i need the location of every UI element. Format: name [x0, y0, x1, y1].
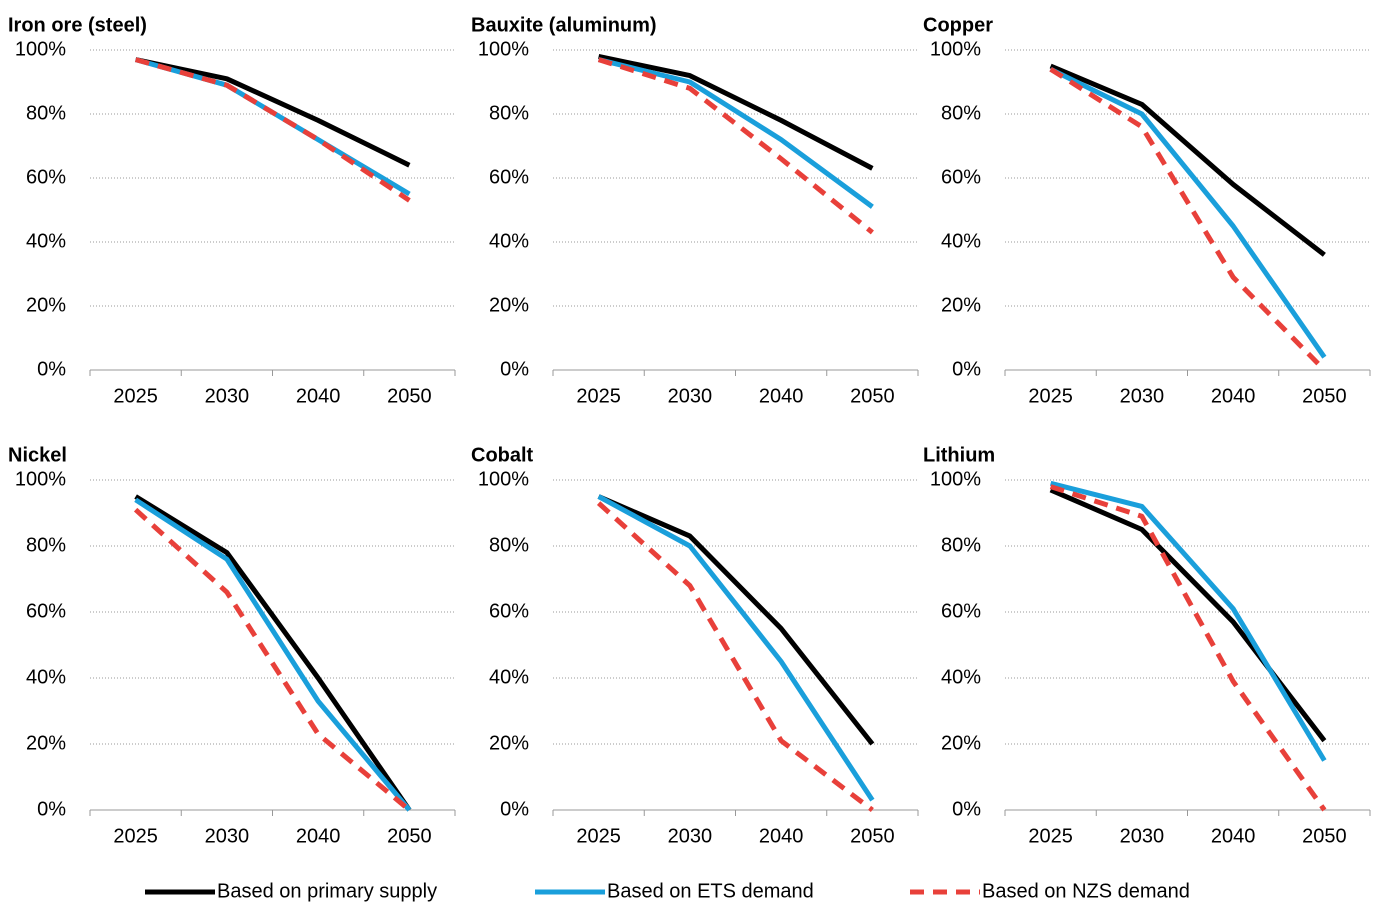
y-tick-label: 60% [489, 166, 529, 188]
legend-label: Based on NZS demand [982, 880, 1190, 902]
x-tick-label: 2030 [205, 385, 250, 407]
x-tick-label: 2050 [1302, 825, 1347, 847]
series-line [597, 57, 874, 235]
chart-title: Nickel [8, 444, 67, 466]
y-tick-label: 20% [489, 294, 529, 316]
legend-label: Based on ETS demand [607, 880, 814, 902]
y-tick-label: 20% [489, 732, 529, 754]
chart-title: Copper [923, 14, 993, 36]
y-tick-label: 0% [500, 358, 529, 380]
x-tick-label: 2040 [1211, 385, 1256, 407]
x-tick-label: 2050 [387, 825, 432, 847]
chart-title: Cobalt [471, 444, 534, 466]
chart-title: Lithium [923, 444, 995, 466]
y-tick-label: 80% [26, 102, 66, 124]
x-tick-label: 2025 [1028, 825, 1073, 847]
x-tick-label: 2025 [1028, 385, 1073, 407]
series-line [598, 53, 874, 171]
y-tick-label: 60% [26, 600, 66, 622]
x-tick-label: 2030 [1120, 825, 1165, 847]
y-tick-label: 60% [941, 600, 981, 622]
y-tick-label: 40% [489, 230, 529, 252]
y-tick-label: 40% [941, 230, 981, 252]
y-tick-label: 60% [26, 166, 66, 188]
series-line [1049, 63, 1326, 257]
y-tick-label: 20% [941, 294, 981, 316]
y-tick-label: 80% [26, 534, 66, 556]
legend-label: Based on primary supply [217, 880, 437, 902]
series-line [134, 494, 412, 812]
y-tick-label: 20% [26, 294, 66, 316]
y-tick-label: 100% [930, 38, 981, 60]
series-line [135, 57, 411, 168]
x-tick-label: 2025 [113, 385, 158, 407]
x-tick-label: 2050 [850, 825, 895, 847]
x-tick-label: 2050 [387, 385, 432, 407]
x-tick-label: 2040 [296, 385, 341, 407]
y-tick-label: 100% [15, 468, 66, 490]
x-tick-label: 2025 [576, 825, 621, 847]
x-tick-label: 2050 [1302, 385, 1347, 407]
x-tick-label: 2030 [1120, 385, 1165, 407]
y-tick-label: 40% [26, 230, 66, 252]
series-line [1050, 480, 1327, 762]
y-tick-label: 80% [489, 534, 529, 556]
series-line [133, 507, 411, 812]
x-tick-label: 2025 [113, 825, 158, 847]
y-tick-label: 0% [500, 798, 529, 820]
series-line [134, 497, 412, 812]
x-tick-label: 2025 [576, 385, 621, 407]
series-line [1049, 66, 1327, 359]
y-tick-label: 80% [941, 102, 981, 124]
y-tick-label: 80% [489, 102, 529, 124]
x-tick-label: 2040 [759, 825, 804, 847]
series-line [1049, 484, 1327, 812]
chart-title: Bauxite (aluminum) [471, 14, 657, 36]
series-line [598, 57, 874, 209]
x-tick-label: 2040 [1211, 825, 1256, 847]
y-tick-label: 40% [489, 666, 529, 688]
y-tick-label: 0% [37, 358, 66, 380]
series-line [596, 501, 874, 812]
y-tick-label: 100% [478, 468, 529, 490]
y-tick-label: 80% [941, 534, 981, 556]
chart-title: Iron ore (steel) [8, 14, 147, 36]
y-tick-label: 100% [15, 38, 66, 60]
series-line [1049, 487, 1327, 743]
y-tick-label: 0% [952, 358, 981, 380]
series-line [597, 494, 875, 802]
x-tick-label: 2040 [759, 385, 804, 407]
x-tick-label: 2050 [850, 385, 895, 407]
y-tick-label: 0% [952, 798, 981, 820]
series-line [134, 57, 411, 203]
y-tick-label: 40% [941, 666, 981, 688]
x-tick-label: 2030 [668, 825, 713, 847]
y-tick-label: 60% [489, 600, 529, 622]
y-tick-label: 60% [941, 166, 981, 188]
x-tick-label: 2030 [205, 825, 250, 847]
y-tick-label: 0% [37, 798, 66, 820]
series-line [1049, 67, 1327, 372]
y-tick-label: 20% [26, 732, 66, 754]
series-line [597, 494, 875, 746]
y-tick-label: 40% [26, 666, 66, 688]
x-tick-label: 2030 [668, 385, 713, 407]
y-tick-label: 100% [478, 38, 529, 60]
y-tick-label: 20% [941, 732, 981, 754]
x-tick-label: 2040 [296, 825, 341, 847]
y-tick-label: 100% [930, 468, 981, 490]
